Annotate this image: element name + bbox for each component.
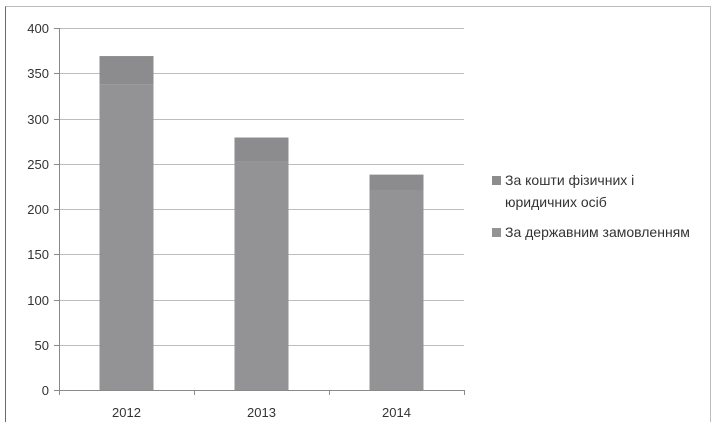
legend-label: юридичних осіб xyxy=(505,194,607,210)
bar-2013-series-2 xyxy=(234,137,289,162)
y-tick-label: 100 xyxy=(27,293,49,308)
bar-2013-series-1 xyxy=(234,161,289,390)
chart-frame xyxy=(5,6,711,422)
y-tick-label: 350 xyxy=(27,66,49,81)
y-tick-label: 200 xyxy=(27,202,49,217)
bars xyxy=(99,56,424,391)
y-tick-label: 400 xyxy=(27,21,49,36)
y-tick-label: 0 xyxy=(42,383,49,398)
x-tick-label: 2013 xyxy=(247,405,276,420)
legend-swatch-1 xyxy=(492,176,501,185)
x-tick-label: 2014 xyxy=(382,405,411,420)
y-tick-label: 50 xyxy=(35,338,49,353)
bar-2012-series-1 xyxy=(99,84,154,391)
bar-2014-series-2 xyxy=(369,174,424,190)
bar-2012-series-2 xyxy=(99,56,154,85)
legend-label: За кошти фізичних і xyxy=(505,172,634,188)
legend-swatch-2 xyxy=(492,228,501,237)
y-tick-label: 150 xyxy=(27,247,49,262)
y-tick-label: 250 xyxy=(27,157,49,172)
axes: 0 50 100 150 200 250 300 350 400 2012 2013 2014 xyxy=(27,21,465,420)
legend: За кошти фізичних і юридичних осіб За держ… xyxy=(492,172,690,240)
y-tick-label: 300 xyxy=(27,112,49,127)
legend-label: За державним замовленням xyxy=(505,224,690,240)
bar-2014-series-1 xyxy=(369,189,424,390)
x-tick-label: 2012 xyxy=(112,405,141,420)
